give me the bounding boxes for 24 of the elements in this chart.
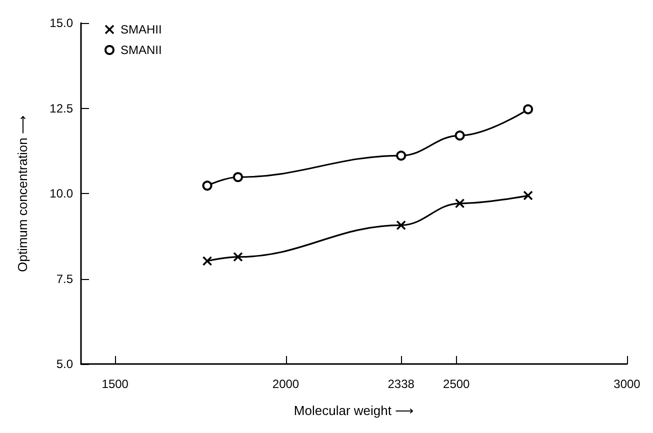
- y-axis-title: Optimum concentration ⟶: [15, 114, 30, 272]
- point: [202, 180, 212, 191]
- x-tick-label: 1500: [102, 377, 129, 391]
- y-tick-label: 15.0: [50, 16, 74, 30]
- y-tick-label: 5.0: [56, 357, 74, 371]
- y-tick-label: 12.5: [50, 101, 74, 116]
- x-tick-label: 2000: [272, 377, 300, 391]
- point: [232, 172, 243, 182]
- y-tick-label: 10.0: [50, 186, 74, 200]
- legend-label: SMAHII: [120, 22, 162, 36]
- x-tick-label: 3000: [614, 377, 641, 391]
- point: [396, 220, 406, 230]
- point: [233, 252, 243, 262]
- x-axis-title: Molecular weight ⟶: [294, 403, 414, 418]
- y-tick-label: 7.5: [56, 272, 74, 286]
- point: [396, 150, 406, 161]
- point: [523, 104, 534, 114]
- point: [523, 190, 533, 200]
- x-tick-label: 2338: [388, 377, 415, 391]
- legend-label: SMANII: [120, 43, 162, 57]
- point: [454, 130, 465, 141]
- point: [202, 256, 212, 266]
- point: [454, 198, 465, 208]
- x-tick-label: 2500: [443, 377, 470, 391]
